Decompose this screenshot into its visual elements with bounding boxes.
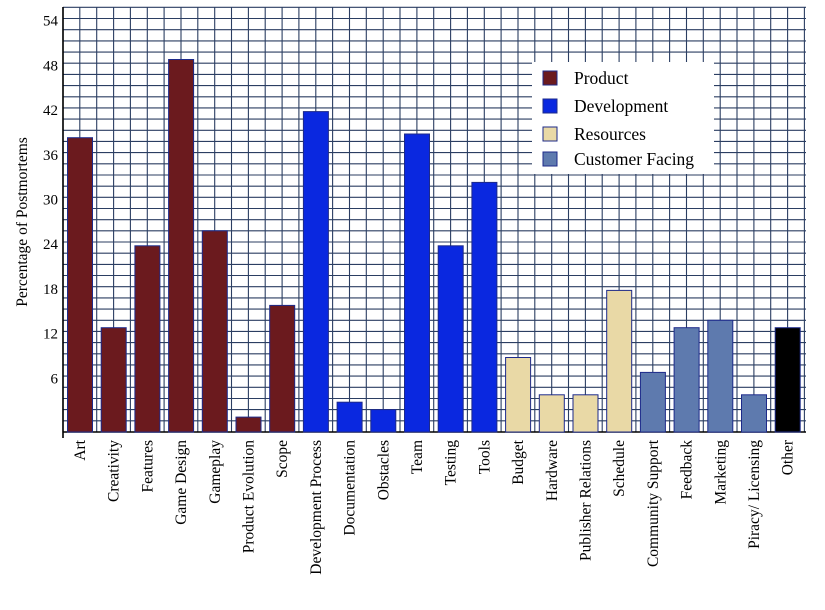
x-tick-label: Schedule bbox=[611, 440, 628, 497]
x-tick-label: Hardware bbox=[544, 440, 561, 501]
legend-label: Resources bbox=[574, 124, 646, 144]
bar bbox=[471, 181, 498, 433]
legend-swatch bbox=[542, 98, 558, 114]
bar bbox=[302, 111, 329, 433]
bar bbox=[606, 289, 633, 433]
x-tick-label: Team bbox=[409, 440, 426, 474]
legend-swatch bbox=[542, 151, 558, 167]
legend: Product Development Resources Customer Faci… bbox=[532, 62, 714, 174]
bar bbox=[404, 133, 430, 433]
x-tick-labels: Art Creativity Features Game Design Gameplay… bbox=[72, 439, 797, 575]
bar bbox=[639, 371, 666, 433]
bar bbox=[201, 230, 228, 433]
y-tick-label: 12 bbox=[43, 327, 58, 343]
x-tick-label: Piracy/ Licensing bbox=[746, 440, 763, 549]
bar bbox=[538, 394, 565, 433]
legend-label: Product bbox=[574, 68, 629, 88]
x-tick-label: Testing bbox=[443, 440, 460, 486]
x-tick-label: Scope bbox=[274, 440, 291, 478]
bars bbox=[67, 59, 801, 433]
x-tick-label: Product Evolution bbox=[241, 440, 258, 553]
x-tick-label: Feedback bbox=[679, 440, 696, 500]
bar bbox=[437, 245, 464, 433]
bar bbox=[134, 245, 161, 433]
legend-swatch bbox=[542, 126, 558, 142]
y-tick-label: 54 bbox=[43, 14, 59, 30]
x-tick-label: Features bbox=[139, 440, 156, 493]
bar bbox=[168, 59, 195, 433]
x-tick-label: Community Support bbox=[645, 439, 662, 567]
y-tick-label: 30 bbox=[43, 193, 58, 209]
bar bbox=[505, 357, 532, 433]
bar bbox=[572, 394, 599, 433]
y-axis-label: Percentage of Postmortems bbox=[14, 137, 31, 307]
bar bbox=[235, 416, 262, 433]
legend-label: Customer Facing bbox=[574, 149, 694, 169]
legend-background bbox=[532, 62, 714, 174]
x-tick-label: Development Process bbox=[308, 440, 325, 575]
x-tick-label: Gameplay bbox=[207, 440, 224, 504]
y-tick-label: 24 bbox=[43, 237, 59, 253]
bar bbox=[774, 327, 801, 433]
x-tick-label: Publisher Relations bbox=[578, 440, 595, 561]
bar bbox=[707, 319, 734, 433]
bar bbox=[673, 327, 700, 433]
bar bbox=[336, 401, 363, 433]
y-tick-label: 36 bbox=[43, 148, 59, 164]
x-tick-label: Creativity bbox=[106, 440, 123, 502]
bar bbox=[67, 137, 93, 433]
y-tick-labels: 6 12 18 24 30 36 42 48 54 bbox=[43, 14, 59, 388]
x-tick-label: Game Design bbox=[173, 440, 190, 525]
bar bbox=[741, 394, 767, 433]
x-tick-label: Tools bbox=[476, 440, 493, 474]
x-tick-label: Documentation bbox=[342, 440, 359, 536]
x-tick-label: Budget bbox=[510, 439, 527, 484]
legend-swatch bbox=[542, 70, 558, 86]
x-tick-label: Art bbox=[72, 439, 89, 460]
x-tick-label: Obstacles bbox=[375, 440, 392, 500]
bar bbox=[100, 327, 127, 433]
bar bbox=[370, 409, 397, 433]
y-tick-label: 42 bbox=[43, 103, 58, 119]
y-tick-label: 48 bbox=[43, 58, 58, 74]
y-tick-label: 6 bbox=[51, 371, 59, 387]
x-tick-label: Marketing bbox=[712, 440, 729, 505]
y-tick-label: 18 bbox=[43, 282, 58, 298]
legend-label: Development bbox=[574, 96, 668, 116]
bar bbox=[269, 304, 296, 433]
x-tick-label: Other bbox=[780, 439, 797, 475]
